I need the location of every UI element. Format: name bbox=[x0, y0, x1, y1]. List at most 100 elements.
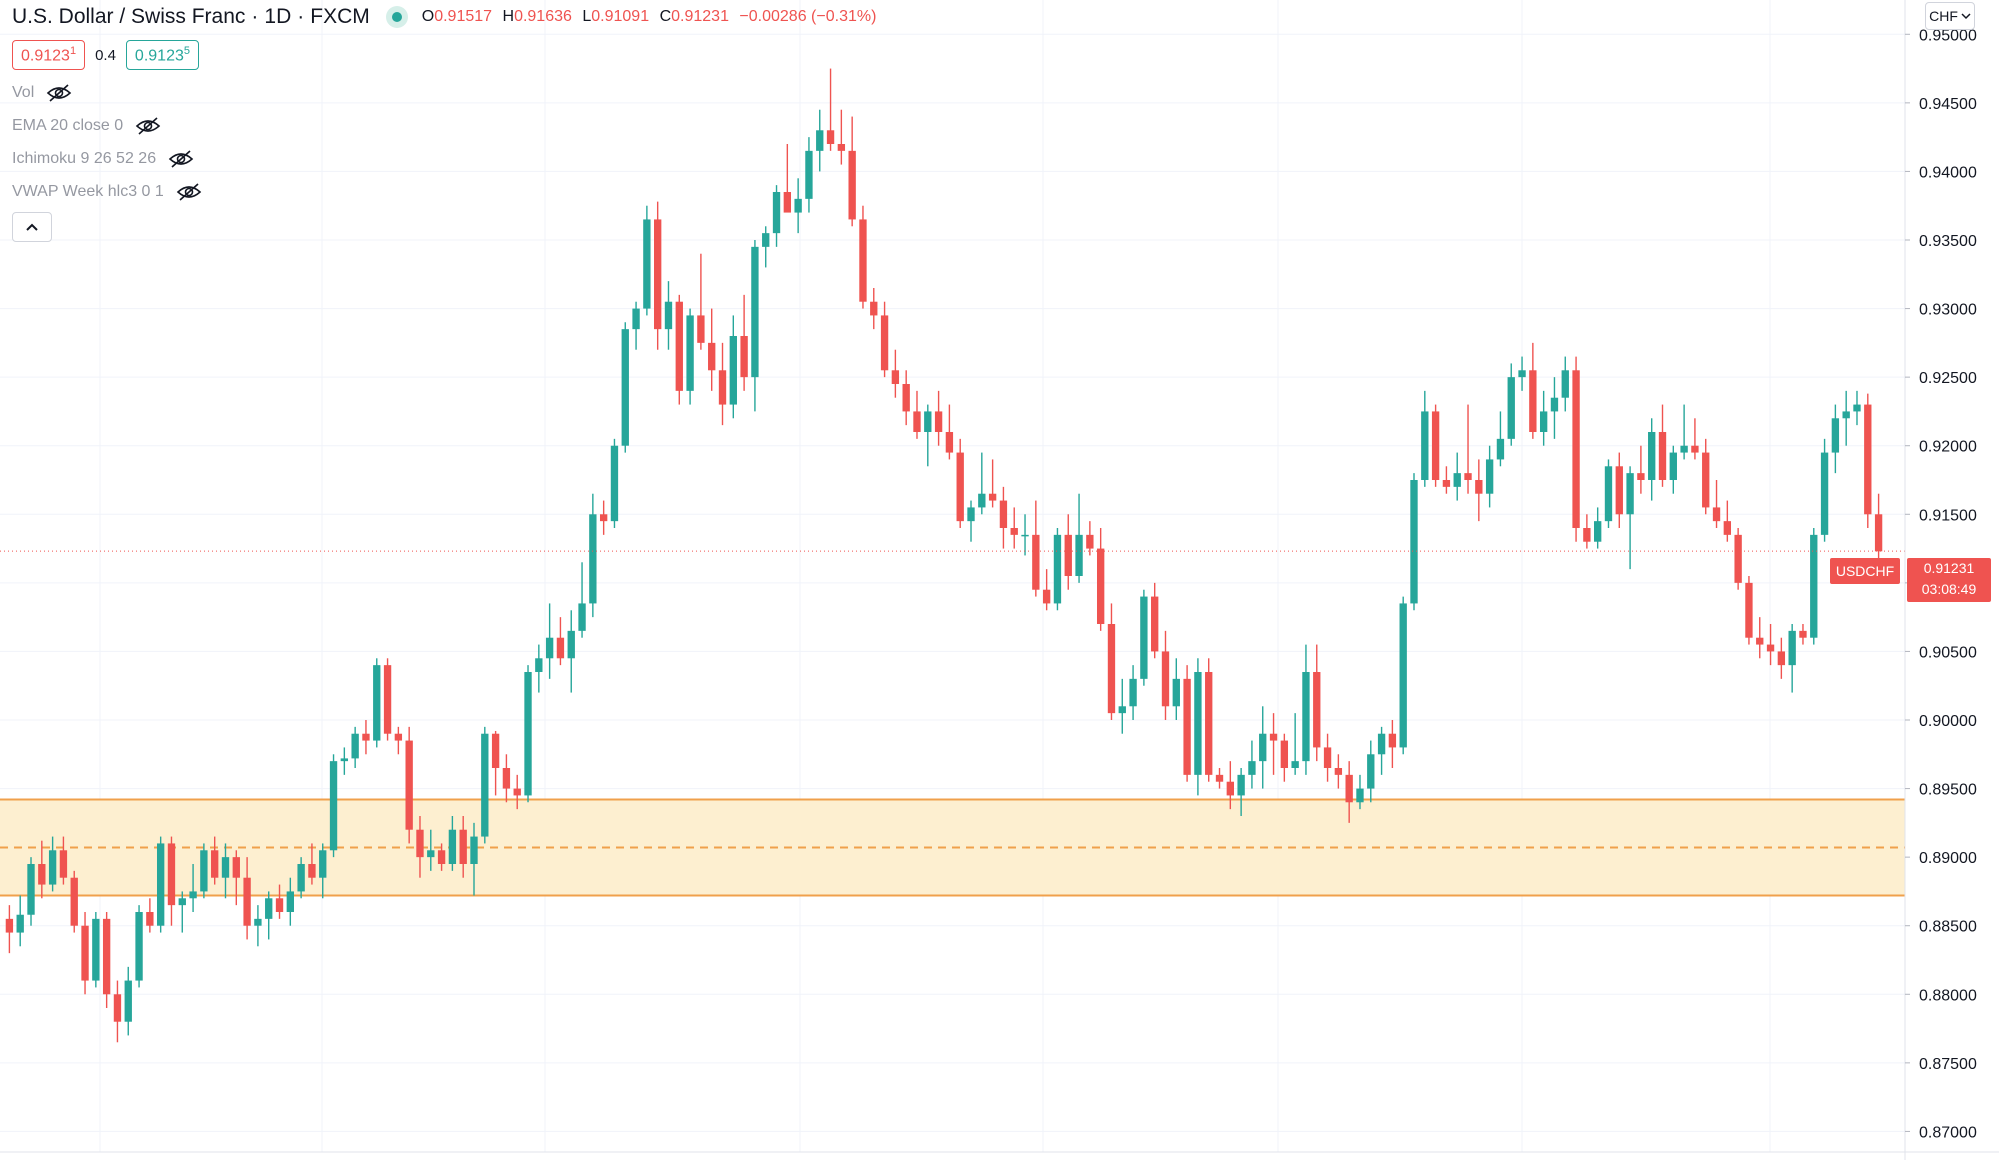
candle-down bbox=[1032, 500, 1040, 597]
candle-down bbox=[1864, 393, 1872, 528]
price-axis-label: 0.95000 bbox=[1919, 27, 1977, 44]
candle-up bbox=[1302, 644, 1310, 775]
candle-up bbox=[967, 500, 975, 542]
candle-down bbox=[708, 308, 716, 391]
close-key: C bbox=[659, 8, 672, 25]
candle-body bbox=[1021, 534, 1029, 537]
sell-button[interactable]: 0.91231 bbox=[12, 40, 86, 71]
chevron-down-icon bbox=[1961, 13, 1971, 20]
candle-down bbox=[232, 850, 240, 906]
eye-hidden-icon[interactable] bbox=[176, 183, 202, 201]
candle-body bbox=[621, 329, 629, 446]
eye-hidden-icon[interactable] bbox=[46, 84, 72, 102]
candle-body bbox=[1313, 672, 1321, 748]
candle-down bbox=[1183, 665, 1191, 782]
candle-up bbox=[1594, 507, 1602, 549]
sell-price-pip: 1 bbox=[69, 45, 77, 57]
candle-down bbox=[1226, 761, 1234, 810]
candle-up bbox=[221, 843, 230, 899]
candle-up bbox=[545, 603, 554, 679]
candle-body bbox=[589, 514, 597, 604]
candle-up bbox=[1377, 726, 1386, 775]
candle-down bbox=[880, 301, 889, 378]
buy-button[interactable]: 0.91235 bbox=[125, 40, 199, 71]
candle-down bbox=[654, 201, 662, 350]
candle-body bbox=[816, 130, 824, 151]
candle-up bbox=[805, 137, 813, 213]
price-axis-label: 0.87000 bbox=[1919, 1124, 1977, 1141]
candle-body bbox=[1032, 534, 1040, 590]
candle-body bbox=[1356, 788, 1364, 803]
candle-down bbox=[1431, 404, 1440, 487]
candle-body bbox=[1864, 404, 1872, 515]
candle-body bbox=[859, 219, 867, 302]
candle-body bbox=[1799, 630, 1807, 638]
candle-up bbox=[1669, 445, 1677, 494]
candle-body bbox=[1485, 459, 1494, 494]
candle-body bbox=[437, 850, 446, 864]
candle-body bbox=[729, 336, 737, 405]
candle-up bbox=[1680, 404, 1688, 460]
candle-up bbox=[1485, 445, 1494, 508]
candle-down bbox=[1151, 582, 1159, 659]
candle-body bbox=[286, 891, 294, 912]
candle-body bbox=[934, 411, 943, 432]
candle-up bbox=[1853, 390, 1861, 426]
symbol-title[interactable]: U.S. Dollar / Swiss Franc · 1D · FXCM bbox=[12, 5, 370, 28]
candle-down bbox=[1615, 452, 1623, 528]
collapse-legend-button[interactable] bbox=[12, 212, 52, 242]
candle-body bbox=[1583, 528, 1591, 542]
candle-body bbox=[373, 665, 381, 741]
candle-down bbox=[1464, 404, 1472, 494]
eye-hidden-icon[interactable] bbox=[135, 117, 161, 135]
candle-body bbox=[686, 315, 694, 391]
currency-button[interactable]: CHF bbox=[1925, 2, 1975, 30]
candle-down bbox=[416, 816, 424, 878]
candle-down bbox=[1388, 720, 1397, 768]
candle-body bbox=[1777, 651, 1786, 666]
candle-body bbox=[1648, 432, 1656, 480]
candle-up bbox=[816, 109, 824, 172]
candle-up bbox=[297, 857, 305, 899]
candle-body bbox=[1507, 377, 1515, 439]
candle-down bbox=[1658, 404, 1667, 487]
indicator-vol[interactable]: Vol bbox=[12, 80, 72, 106]
indicator-ema[interactable]: EMA 20 close 0 bbox=[12, 113, 161, 139]
candle-up bbox=[762, 226, 770, 268]
candle-up bbox=[265, 891, 273, 940]
indicator-ichimoku[interactable]: Ichimoku 9 26 52 26 bbox=[12, 146, 194, 172]
candle-body bbox=[1377, 733, 1386, 755]
candle-body bbox=[1442, 480, 1451, 487]
candle-down bbox=[1799, 624, 1807, 645]
candle-body bbox=[254, 918, 262, 926]
candle-body bbox=[772, 192, 781, 234]
candle-body bbox=[1702, 452, 1710, 508]
candle-body bbox=[329, 761, 338, 851]
candle-body bbox=[848, 150, 856, 220]
candle-up bbox=[351, 726, 359, 768]
candle-down bbox=[1280, 733, 1289, 782]
indicator-vwap-label: VWAP Week hlc3 0 1 bbox=[12, 183, 164, 200]
candle-body bbox=[556, 637, 565, 659]
candle-down bbox=[1096, 528, 1105, 631]
candle-body bbox=[751, 246, 759, 378]
candle-body bbox=[1399, 603, 1407, 748]
candle-down bbox=[826, 68, 835, 151]
candle-body bbox=[1810, 534, 1818, 638]
eye-hidden-icon[interactable] bbox=[168, 150, 194, 168]
candle-body bbox=[459, 829, 467, 864]
candle-body bbox=[1756, 637, 1764, 645]
candle-body bbox=[794, 198, 802, 213]
candle-body bbox=[654, 219, 662, 330]
indicator-vwap[interactable]: VWAP Week hlc3 0 1 bbox=[12, 179, 202, 205]
candle-up bbox=[1453, 452, 1461, 501]
candle-down bbox=[1161, 630, 1170, 720]
candle-down bbox=[740, 294, 748, 391]
open-key: O bbox=[421, 8, 435, 25]
candle-down bbox=[38, 840, 46, 899]
candle-body bbox=[664, 301, 673, 330]
candle-body bbox=[308, 864, 316, 878]
candle-down bbox=[1777, 637, 1786, 679]
candle-body bbox=[340, 758, 349, 762]
